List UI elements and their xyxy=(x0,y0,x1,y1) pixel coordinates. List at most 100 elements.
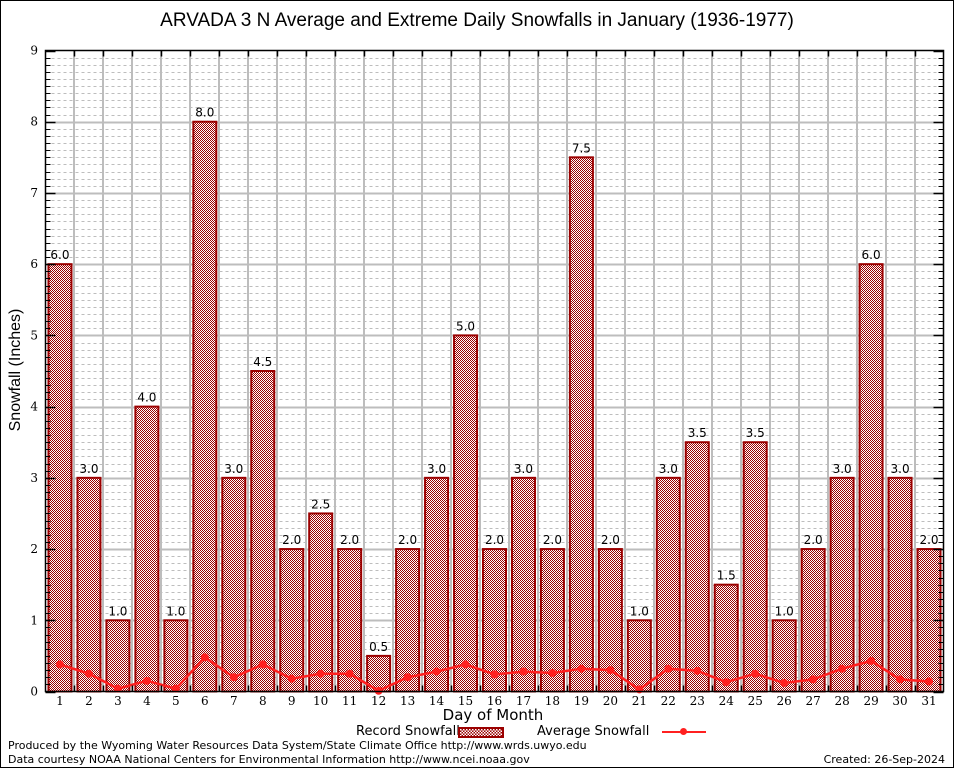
average-point-day-4 xyxy=(142,676,151,685)
y-tick-label-1: 1 xyxy=(30,613,38,627)
bar-record-day-21 xyxy=(626,619,652,693)
average-point-day-15 xyxy=(461,660,470,669)
average-point-day-1 xyxy=(55,660,64,669)
bar-record-day-23 xyxy=(684,441,710,693)
data-label-day-5: 1.0 xyxy=(166,604,185,618)
average-point-day-16 xyxy=(490,670,499,679)
x-tick-label-25: 25 xyxy=(748,694,763,708)
average-point-day-3 xyxy=(113,684,122,693)
average-point-day-19 xyxy=(577,664,586,673)
x-tick-label-29: 29 xyxy=(863,694,878,708)
average-point-day-23 xyxy=(693,666,702,675)
x-tick-label-24: 24 xyxy=(719,694,735,708)
data-label-day-8: 4.5 xyxy=(253,355,272,369)
legend-average-marker xyxy=(680,728,687,735)
data-label-day-25: 3.5 xyxy=(746,426,765,440)
bar-record-day-15 xyxy=(453,334,479,693)
data-label-day-18: 2.0 xyxy=(543,533,562,547)
x-tick-label-12: 12 xyxy=(371,694,386,708)
average-point-day-5 xyxy=(171,684,180,693)
x-tick-label-9: 9 xyxy=(288,694,296,708)
data-label-day-10: 2.5 xyxy=(311,497,330,511)
x-tick-label-27: 27 xyxy=(806,694,821,708)
average-point-day-20 xyxy=(606,666,615,675)
bar-record-day-6 xyxy=(192,120,218,693)
data-label-day-16: 2.0 xyxy=(485,533,504,547)
y-tick-label-5: 5 xyxy=(30,328,38,342)
y-tick-label-7: 7 xyxy=(30,186,38,200)
average-point-day-2 xyxy=(84,669,93,678)
data-label-day-22: 3.0 xyxy=(659,462,678,476)
x-tick-label-22: 22 xyxy=(661,694,676,708)
x-tick-label-5: 5 xyxy=(172,694,180,708)
average-point-day-18 xyxy=(548,668,557,677)
average-point-day-22 xyxy=(664,664,673,673)
x-tick-label-15: 15 xyxy=(458,694,473,708)
data-label-day-24: 1.5 xyxy=(717,569,736,583)
bar-record-day-22 xyxy=(655,476,681,693)
y-tick-label-6: 6 xyxy=(30,257,38,271)
average-point-day-7 xyxy=(229,673,238,682)
data-label-day-21: 1.0 xyxy=(630,604,649,618)
legend-record-swatch xyxy=(458,727,504,738)
average-point-day-11 xyxy=(345,669,354,678)
data-label-day-3: 1.0 xyxy=(108,604,127,618)
data-label-day-29: 6.0 xyxy=(862,248,881,262)
data-labels: 6.0 3.0 1.0 4.0 1.0 8.0 3.0 4.5 2.0 2.5 2.0 0.5 2.0 3… xyxy=(50,106,938,654)
legend: Record Snowfall Average Snowfall xyxy=(0,724,954,739)
data-label-day-2: 3.0 xyxy=(79,462,98,476)
credit-line-2: Data courtesy NOAA National Centers for … xyxy=(8,753,530,766)
x-tick-label-7: 7 xyxy=(230,694,238,708)
chart-title: ARVADA 3 N Average and Extreme Daily Sno… xyxy=(160,10,794,31)
x-tick-label-14: 14 xyxy=(429,694,445,708)
x-tick-label-21: 21 xyxy=(632,694,647,708)
bar-record-day-16 xyxy=(482,548,507,693)
bar-record-day-2 xyxy=(76,476,102,693)
credit-line-1: Produced by the Wyoming Water Resources … xyxy=(8,739,587,752)
x-tick-label-20: 20 xyxy=(603,694,618,708)
x-axis-label: Day of Month xyxy=(442,706,544,724)
average-point-day-24 xyxy=(722,678,731,687)
y-tick-label-8: 8 xyxy=(30,115,38,129)
average-point-day-29 xyxy=(867,656,876,665)
x-tick-label-2: 2 xyxy=(85,694,93,708)
x-tick-label-17: 17 xyxy=(516,694,531,708)
x-tick-label-11: 11 xyxy=(342,694,357,708)
bar-record-day-7 xyxy=(221,476,247,693)
bar-record-day-24 xyxy=(713,583,739,693)
average-point-day-28 xyxy=(838,664,847,673)
x-tick-label-6: 6 xyxy=(201,694,209,708)
data-label-day-1: 6.0 xyxy=(50,248,69,262)
average-point-day-31 xyxy=(925,677,934,686)
data-label-day-4: 4.0 xyxy=(137,391,156,405)
data-label-day-7: 3.0 xyxy=(224,462,243,476)
data-label-day-19: 7.5 xyxy=(572,141,591,155)
bar-record-day-30 xyxy=(887,476,913,693)
y-tick-label-0: 0 xyxy=(30,685,38,699)
x-tick-label-28: 28 xyxy=(834,694,849,708)
data-label-day-27: 2.0 xyxy=(804,533,823,547)
x-tick-label-3: 3 xyxy=(114,694,122,708)
bar-record-day-8 xyxy=(250,370,276,693)
y-tick-label-2: 2 xyxy=(30,542,38,556)
data-label-day-26: 1.0 xyxy=(775,604,794,618)
x-tick-label-31: 31 xyxy=(921,694,936,708)
x-tick-label-19: 19 xyxy=(574,694,589,708)
bar-record-day-4 xyxy=(134,405,160,693)
data-label-day-9: 2.0 xyxy=(282,533,301,547)
y-tick-label-9: 9 xyxy=(30,44,38,58)
line-average-snowfall xyxy=(55,653,934,695)
average-point-day-9 xyxy=(287,674,296,683)
data-label-day-6: 8.0 xyxy=(195,106,214,120)
bar-record-day-9 xyxy=(279,548,305,693)
average-point-day-17 xyxy=(519,667,528,676)
x-tick-label-10: 10 xyxy=(313,694,328,708)
bar-record-day-27 xyxy=(800,548,826,693)
plot-border xyxy=(44,49,945,693)
bar-record-day-29 xyxy=(858,263,884,693)
data-label-day-14: 3.0 xyxy=(427,462,446,476)
legend-average-label: Average Snowfall xyxy=(537,724,650,739)
data-label-day-20: 2.0 xyxy=(601,533,620,547)
bar-record-day-17 xyxy=(510,476,536,693)
bar-record-day-13 xyxy=(395,548,421,693)
